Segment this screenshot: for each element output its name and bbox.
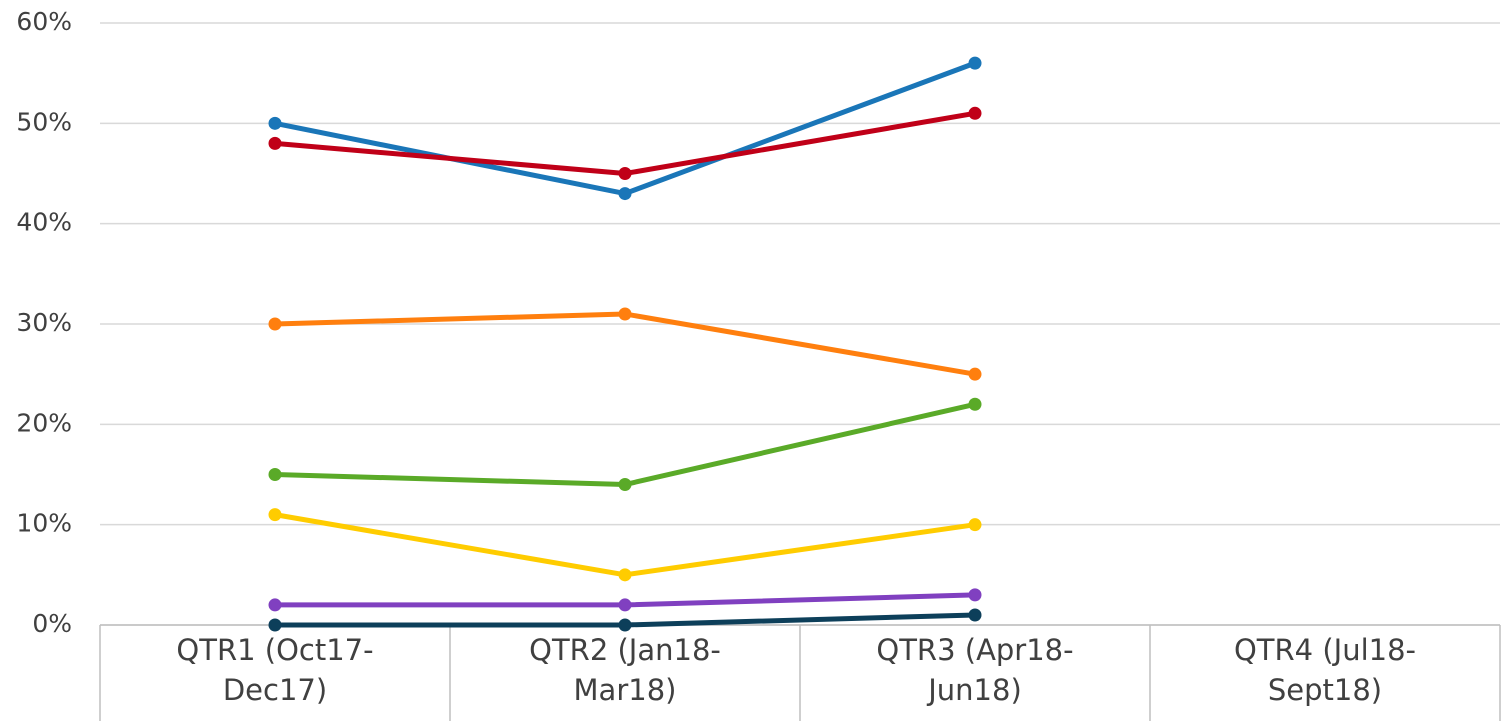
data-point [268,136,282,150]
y-tick-label: 50% [16,107,72,136]
y-tick-label: 0% [32,609,72,638]
data-point [618,478,632,492]
data-point [968,608,982,622]
data-point [618,187,632,201]
y-tick-label: 60% [16,7,72,36]
data-point [968,588,982,602]
data-point [968,56,982,70]
data-point [618,307,632,321]
series-line [274,401,976,488]
data-point [968,397,982,411]
y-tick-label: 40% [16,208,72,237]
data-point [618,618,632,632]
data-point [268,317,282,331]
data-point [268,618,282,632]
x-tick-label: QTR1 (Oct17-Dec17) [176,633,374,707]
y-tick-label: 20% [16,408,72,437]
y-tick-label: 10% [16,509,72,538]
data-point [968,367,982,381]
data-point [268,508,282,522]
data-point [268,468,282,481]
data-point [268,116,282,130]
data-point [268,598,282,612]
data-point [618,167,632,180]
x-tick-label: QTR3 (Apr18-Jun18) [876,633,1074,707]
x-tick-label: QTR2 (Jan18-Mar18) [529,633,721,707]
data-point [968,518,982,532]
data-point [618,598,632,612]
data-point [618,568,632,582]
series-line [274,311,976,377]
data-point [968,106,982,120]
series-line [274,512,976,578]
y-tick-label: 30% [16,308,72,337]
x-tick-label: QTR4 (Jul18-Sept18) [1233,633,1417,707]
